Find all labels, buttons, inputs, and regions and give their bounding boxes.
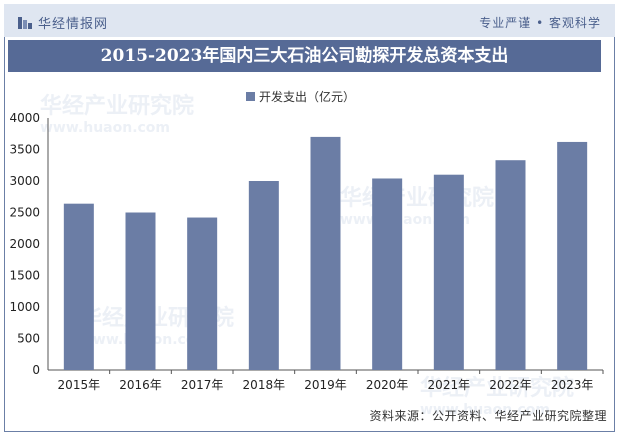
top-bar: 华经情报网 专业严谨 • 客观科学 bbox=[4, 4, 615, 37]
x-tick-label: 2019年 bbox=[304, 378, 347, 392]
y-tick-label: 4000 bbox=[9, 111, 40, 125]
bar bbox=[557, 141, 588, 370]
x-tick-label: 2016年 bbox=[119, 378, 162, 392]
legend-swatch bbox=[246, 92, 255, 101]
x-tick-label: 2023年 bbox=[551, 378, 594, 392]
bar bbox=[187, 217, 218, 370]
x-tick-label: 2018年 bbox=[243, 378, 286, 392]
y-tick-label: 500 bbox=[17, 332, 40, 346]
y-tick-label: 0 bbox=[32, 363, 40, 377]
legend: 开发支出（亿元） bbox=[246, 88, 355, 105]
x-tick-label: 2022年 bbox=[489, 378, 532, 392]
bar bbox=[63, 203, 94, 370]
source-note: 资料来源：公开资料、华经产业研究院整理 bbox=[369, 409, 607, 423]
bar bbox=[372, 178, 403, 370]
x-tick-label: 2020年 bbox=[366, 378, 409, 392]
y-tick-label: 3500 bbox=[9, 143, 40, 157]
bar bbox=[495, 160, 526, 370]
legend-label: 开发支出（亿元） bbox=[259, 90, 356, 104]
bar bbox=[248, 181, 279, 370]
bar bbox=[310, 136, 341, 370]
bar bbox=[433, 174, 464, 370]
y-tick-label: 2000 bbox=[9, 237, 40, 251]
y-tick-label: 1000 bbox=[9, 300, 40, 314]
title-bar: 2015-2023年国内三大石油公司勘探开发总资本支出 bbox=[8, 40, 601, 72]
chart-title: 2015-2023年国内三大石油公司勘探开发总资本支出 bbox=[100, 46, 509, 66]
brand: 华经情报网 bbox=[18, 13, 108, 32]
y-tick-label: 2500 bbox=[9, 206, 40, 220]
x-tick-label: 2015年 bbox=[58, 378, 101, 392]
brand-tagline: 专业严谨 • 客观科学 bbox=[479, 16, 601, 30]
bar bbox=[125, 212, 156, 370]
brand-name: 华经情报网 bbox=[38, 17, 109, 32]
y-tick-label: 3000 bbox=[9, 174, 40, 188]
y-tick-label: 1500 bbox=[9, 269, 40, 283]
x-tick-label: 2021年 bbox=[428, 378, 471, 392]
x-tick-label: 2017年 bbox=[181, 378, 224, 392]
brand-logo-icon bbox=[18, 16, 32, 29]
